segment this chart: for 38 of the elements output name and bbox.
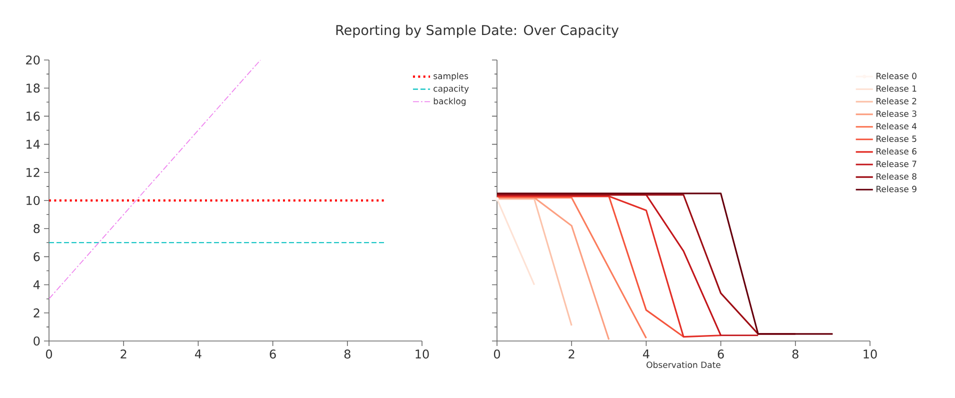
x-tick-label: 4 bbox=[194, 350, 202, 358]
x-tick-label: 0 bbox=[494, 350, 500, 359]
x-tick-label: 4 bbox=[642, 350, 650, 358]
y-tick-label: 4 bbox=[33, 280, 40, 290]
legend-label: backlog bbox=[434, 98, 466, 106]
text: Reporting by Sample Date: Over Capacity bbox=[336, 24, 619, 38]
y-tick-label: 14 bbox=[26, 140, 40, 149]
legend-label: Release 9 bbox=[876, 186, 916, 192]
x-tick-label: 10 bbox=[864, 350, 877, 359]
legend-label: Release 5 bbox=[876, 135, 916, 142]
y-tick-label: 20 bbox=[26, 55, 40, 65]
x-tick-label: 8 bbox=[792, 350, 798, 359]
x-tick-label: 6 bbox=[270, 350, 276, 359]
y-tick-label: 6 bbox=[34, 252, 40, 262]
y-tick-label: 0 bbox=[34, 336, 40, 346]
x-tick-label: 0 bbox=[46, 350, 52, 359]
y-tick-label: 10 bbox=[26, 196, 40, 206]
legend-label: Release 2 bbox=[876, 98, 916, 104]
y-tick-label: 12 bbox=[26, 168, 40, 177]
x-tick-label: 2 bbox=[568, 350, 574, 358]
legend-label: Release 1 bbox=[876, 85, 916, 92]
y-tick-label: 2 bbox=[34, 308, 40, 318]
legend-label: Release 6 bbox=[876, 148, 916, 155]
x-axis-title: Observation Date bbox=[646, 361, 720, 368]
legend-label: Release 8 bbox=[876, 173, 916, 180]
y-tick-label: 16 bbox=[26, 112, 40, 121]
legend-label: Release 3 bbox=[876, 110, 916, 117]
x-tick-label: 10 bbox=[416, 350, 429, 359]
x-tick-label: 2 bbox=[120, 350, 126, 358]
legend-label: Release 4 bbox=[876, 122, 917, 130]
legend-label: Release 7 bbox=[876, 160, 916, 168]
x-tick-label: 6 bbox=[718, 350, 724, 359]
y-tick-label: 18 bbox=[26, 84, 40, 93]
legend-label: capacity bbox=[434, 85, 469, 94]
x-tick-label: 8 bbox=[344, 350, 350, 359]
legend-label: Release 0 bbox=[876, 72, 916, 80]
legend-label: samples bbox=[434, 72, 468, 81]
y-tick-label: 8 bbox=[34, 224, 40, 234]
